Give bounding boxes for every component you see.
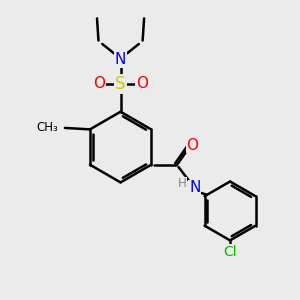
Text: O: O <box>93 76 105 91</box>
Text: N: N <box>189 181 200 196</box>
Text: N: N <box>115 52 126 67</box>
Text: O: O <box>187 137 199 152</box>
Text: Cl: Cl <box>223 245 237 259</box>
Text: H: H <box>178 177 186 190</box>
Text: S: S <box>115 75 126 93</box>
Text: CH₃: CH₃ <box>36 122 58 134</box>
Text: O: O <box>136 76 148 91</box>
